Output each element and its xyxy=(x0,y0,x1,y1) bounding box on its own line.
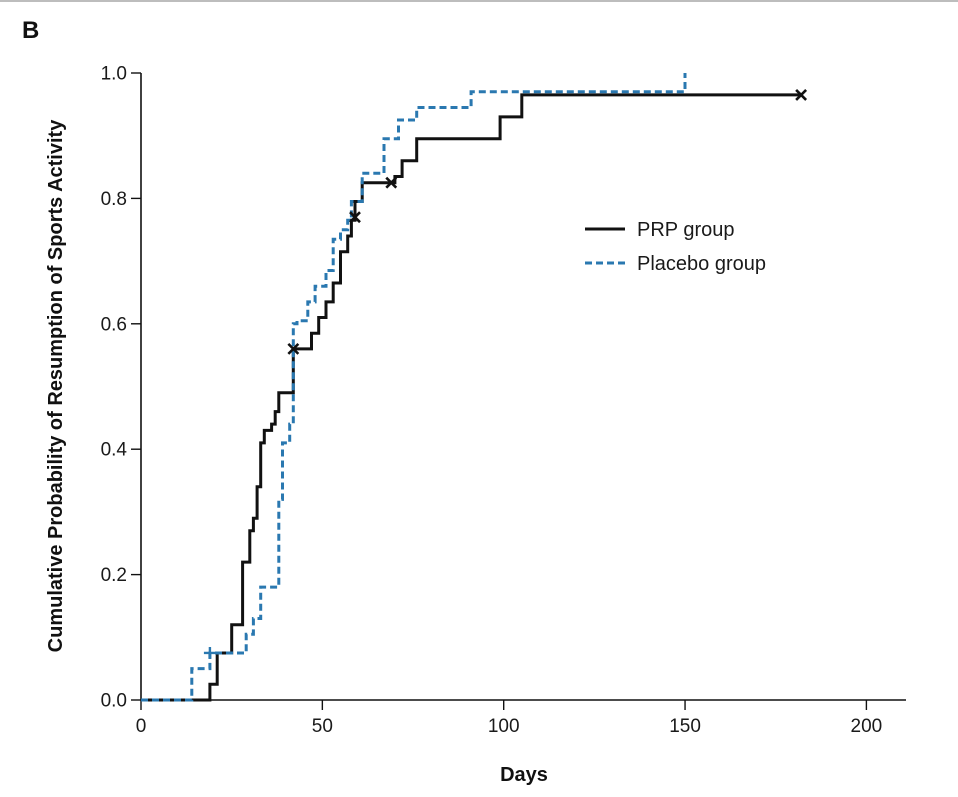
x-tick-label: 200 xyxy=(851,716,883,737)
y-axis-title: Cumulative Probability of Resumption of … xyxy=(45,119,67,653)
prp-censor-mark xyxy=(287,342,300,355)
top-rule xyxy=(0,0,958,2)
x-axis-title: Days xyxy=(500,764,548,786)
x-axis-ticks: 0 50 100 150 200 xyxy=(136,700,883,737)
y-tick-label: 0.6 xyxy=(101,314,127,335)
placebo-censor-mark xyxy=(203,646,216,659)
legend-label-placebo: Placebo group xyxy=(637,253,766,275)
x-tick-label: 100 xyxy=(488,716,520,737)
legend-label-prp: PRP group xyxy=(637,219,734,241)
x-tick-label: 150 xyxy=(669,716,701,737)
prp-curve xyxy=(141,93,802,702)
y-tick-label: 0.2 xyxy=(101,565,127,586)
panel-letter: B xyxy=(22,17,39,44)
x-tick-label: 0 xyxy=(136,716,147,737)
prp-censor-mark xyxy=(795,89,808,101)
prp-censor-mark xyxy=(349,211,361,224)
axes xyxy=(140,73,906,701)
x-tick-label: 50 xyxy=(312,716,333,737)
y-tick-label: 0.8 xyxy=(101,189,127,210)
prp-censor-mark xyxy=(385,176,398,189)
placebo-curve xyxy=(141,73,687,702)
censor-marks xyxy=(203,89,808,659)
legend: PRP group Placebo group xyxy=(585,219,766,275)
y-tick-label: 0.0 xyxy=(101,691,127,712)
y-tick-label: 1.0 xyxy=(101,64,127,85)
y-tick-label: 0.4 xyxy=(101,440,128,461)
survival-curves xyxy=(141,73,802,702)
y-axis-ticks: 0.0 0.2 0.4 0.6 0.8 1.0 xyxy=(101,64,141,712)
